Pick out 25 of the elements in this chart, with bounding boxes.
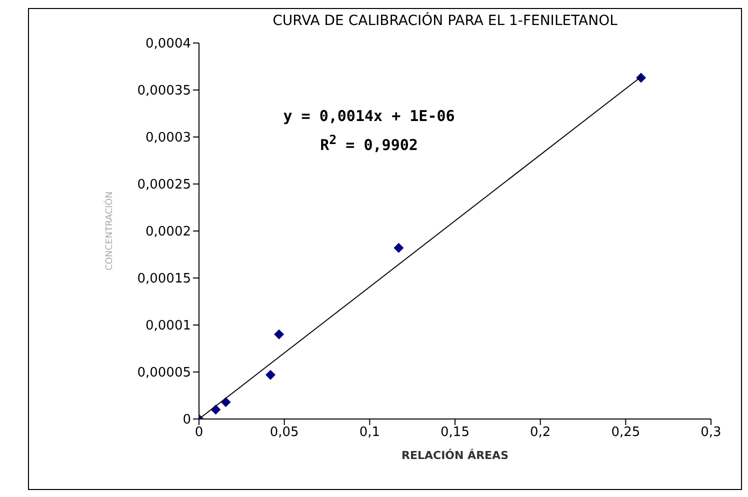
annotation: R$^{2}$ = 0,9902 [320,132,418,154]
annotation: y = 0,0014x + 1E-06 [283,107,455,125]
x-tick-label: 0,3 [700,425,722,440]
y-axis-title: CONCENTRACIÓN [103,192,116,270]
y-tick-label: 0,0004 [146,36,191,52]
x-axis-title: RELACIÓN ÁREAS [402,448,509,462]
y-tick-label: 0,00035 [137,84,191,99]
point [274,329,284,340]
point [266,370,276,380]
y-tick-label: 0,00025 [137,178,191,193]
x-tick-label: 0 [194,425,204,440]
x-tick-label: 0,25 [611,425,640,440]
point [636,72,646,83]
y-tick-label: 0,00005 [137,366,191,381]
x-tick-label: 0,2 [530,425,551,440]
y-tick-label: 0 [182,412,191,428]
chart-title: CURVA DE CALIBRACIÓN PARA EL 1-FENILETANOL [272,13,618,29]
x-tick-label: 0,1 [359,425,380,440]
point [394,242,404,253]
y-tick-label: 0,0002 [146,224,191,240]
y-tick-label: 0,0001 [146,318,191,334]
y-tick-label: 0,00015 [137,272,191,287]
y-tick-label: 0,0003 [146,130,191,146]
x-tick-label: 0,15 [440,425,470,440]
x-tick-label: 0,05 [270,425,299,440]
